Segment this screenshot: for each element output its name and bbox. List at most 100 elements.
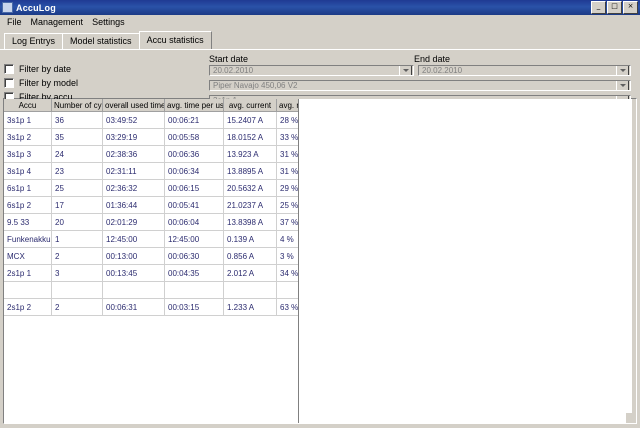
cell-used <box>102 281 165 299</box>
cell-avg-time: 00:06:04 <box>164 213 224 231</box>
filter-by-date-label: Filter by date <box>19 64 72 74</box>
resize-grip[interactable] <box>626 413 636 423</box>
table-row[interactable]: 2s1p 1 3 00:13:45 00:04:35 2.012 A 34 % <box>4 264 298 282</box>
cell-accu: 2s1p 1 <box>4 264 52 282</box>
tab-accu-statistics[interactable]: Accu statistics <box>138 31 212 49</box>
cell-avg-time: 00:06:36 <box>164 145 224 163</box>
column-header-avg-time[interactable]: avg. time per use <box>164 99 224 112</box>
cell-avg-time: 00:06:21 <box>164 111 224 129</box>
cell-cycles: 35 <box>51 128 103 146</box>
chevron-down-icon[interactable] <box>616 81 629 90</box>
cell-current: 13.923 A <box>223 145 277 163</box>
cell-accu: 3s1p 2 <box>4 128 52 146</box>
filter-by-model-label: Filter by model <box>19 78 79 88</box>
menu-item-management[interactable]: Management <box>30 17 84 27</box>
column-header-accu[interactable]: Accu <box>4 99 52 112</box>
filter-checkbox-group: Filter by date Filter by model Filter by… <box>4 54 209 102</box>
cell-rest: 37 % <box>276 213 298 231</box>
cell-used: 00:13:45 <box>102 264 165 282</box>
table-row[interactable]: 2s1p 2 2 00:06:31 00:03:15 1.233 A 63 % <box>4 298 298 316</box>
filter-by-model-checkbox[interactable] <box>4 78 14 88</box>
chevron-down-icon[interactable] <box>616 66 629 75</box>
cell-cycles: 36 <box>51 111 103 129</box>
cell-used: 00:06:31 <box>102 298 165 316</box>
cell-rest: 33 % <box>276 128 298 146</box>
menu-item-file[interactable]: File <box>7 17 22 27</box>
table-row[interactable]: 3s1p 1 36 03:49:52 00:06:21 15.2407 A 28… <box>4 111 298 129</box>
maximize-icon[interactable]: □ <box>607 1 622 14</box>
date-label-row: Start date End date <box>209 54 636 64</box>
cell-current: 1.233 A <box>223 298 277 316</box>
cell-avg-time: 00:05:41 <box>164 196 224 214</box>
cell-used: 02:31:11 <box>102 162 165 180</box>
cell-used: 12:45:00 <box>102 230 165 248</box>
filter-by-date-row[interactable]: Filter by date <box>4 63 209 75</box>
table-row[interactable]: 6s1p 1 25 02:36:32 00:06:15 20.5632 A 29… <box>4 179 298 197</box>
menu-item-settings[interactable]: Settings <box>92 17 125 27</box>
table-row[interactable]: Funkenakku 1 12:45:00 12:45:00 0.139 A 4… <box>4 230 298 248</box>
cell-rest: 28 % <box>276 111 298 129</box>
cell-cycles: 17 <box>51 196 103 214</box>
cell-accu: 3s1p 1 <box>4 111 52 129</box>
cell-avg-time: 00:06:15 <box>164 179 224 197</box>
cell-cycles: 24 <box>51 145 103 163</box>
accu-statistics-table-pane: Accu Number of cycles overall used time … <box>4 99 299 423</box>
cell-used: 03:29:19 <box>102 128 165 146</box>
cell-current: 18.0152 A <box>223 128 277 146</box>
cell-current: 0.856 A <box>223 247 277 265</box>
cell-cycles: 2 <box>51 298 103 316</box>
tab-log-entrys[interactable]: Log Entrys <box>4 33 64 49</box>
cell-avg-time: 00:03:15 <box>164 298 224 316</box>
cell-cycles: 23 <box>51 162 103 180</box>
table-row[interactable]: 3s1p 4 23 02:31:11 00:06:34 13.8895 A 31… <box>4 162 298 180</box>
table-row[interactable]: 9.5 33 20 02:01:29 00:06:04 13.8398 A 37… <box>4 213 298 231</box>
column-header-current[interactable]: avg. current <box>223 99 277 112</box>
chevron-down-icon[interactable] <box>399 66 412 75</box>
cell-avg-time <box>164 281 224 299</box>
column-header-used[interactable]: overall used time <box>102 99 165 112</box>
split-container: Accu Number of cycles overall used time … <box>3 98 637 424</box>
filter-by-date-checkbox[interactable] <box>4 64 14 74</box>
cell-cycles: 20 <box>51 213 103 231</box>
model-combo[interactable]: Piper Navajo 450,06 V2 <box>209 80 631 91</box>
end-date-label: End date <box>414 54 451 64</box>
accu-statistics-table: Accu Number of cycles overall used time … <box>4 99 298 316</box>
cell-used: 02:01:29 <box>102 213 165 231</box>
table-row-empty[interactable] <box>4 281 298 299</box>
cell-accu: 6s1p 1 <box>4 179 52 197</box>
close-icon[interactable]: × <box>623 1 638 14</box>
cell-used: 01:36:44 <box>102 196 165 214</box>
start-date-label: Start date <box>209 54 249 64</box>
cell-used: 00:13:00 <box>102 247 165 265</box>
content-area: Accu Number of cycles overall used time … <box>0 97 640 428</box>
cell-avg-time: 00:06:30 <box>164 247 224 265</box>
cell-accu: 9.5 33 <box>4 213 52 231</box>
cell-rest: 25 % <box>276 196 298 214</box>
cell-avg-time: 00:05:58 <box>164 128 224 146</box>
cell-cycles: 1 <box>51 230 103 248</box>
filter-panel: Filter by date Filter by model Filter by… <box>0 49 640 106</box>
filter-by-model-row[interactable]: Filter by model <box>4 77 209 89</box>
cell-accu <box>4 281 52 299</box>
table-row[interactable]: MCX 2 00:13:00 00:06:30 0.856 A 3 % <box>4 247 298 265</box>
cell-cycles: 25 <box>51 179 103 197</box>
cell-accu: 6s1p 2 <box>4 196 52 214</box>
menu-bar: File Management Settings <box>0 15 640 30</box>
table-row[interactable]: 6s1p 2 17 01:36:44 00:05:41 21.0237 A 25… <box>4 196 298 214</box>
minimize-icon[interactable]: _ <box>591 1 606 14</box>
cell-accu: 2s1p 2 <box>4 298 52 316</box>
cell-current: 0.139 A <box>223 230 277 248</box>
cell-used: 02:38:36 <box>102 145 165 163</box>
table-row[interactable]: 3s1p 2 35 03:29:19 00:05:58 18.0152 A 33… <box>4 128 298 146</box>
window-title: AccuLog <box>16 2 56 13</box>
cell-current: 13.8398 A <box>223 213 277 231</box>
table-row[interactable]: 3s1p 3 24 02:38:36 00:06:36 13.923 A 31 … <box>4 145 298 163</box>
column-header-rest[interactable]: avg. rest capacity <box>276 99 298 112</box>
start-date-combo[interactable]: 20.02.2010 <box>209 65 414 76</box>
end-date-combo[interactable]: 20.02.2010 <box>418 65 631 76</box>
tab-model-statistics[interactable]: Model statistics <box>62 33 140 49</box>
cell-avg-time: 12:45:00 <box>164 230 224 248</box>
model-combo-row: Piper Navajo 450,06 V2 <box>209 79 636 92</box>
model-value: Piper Navajo 450,06 V2 <box>213 81 298 90</box>
column-header-cycles[interactable]: Number of cycles <box>51 99 103 112</box>
